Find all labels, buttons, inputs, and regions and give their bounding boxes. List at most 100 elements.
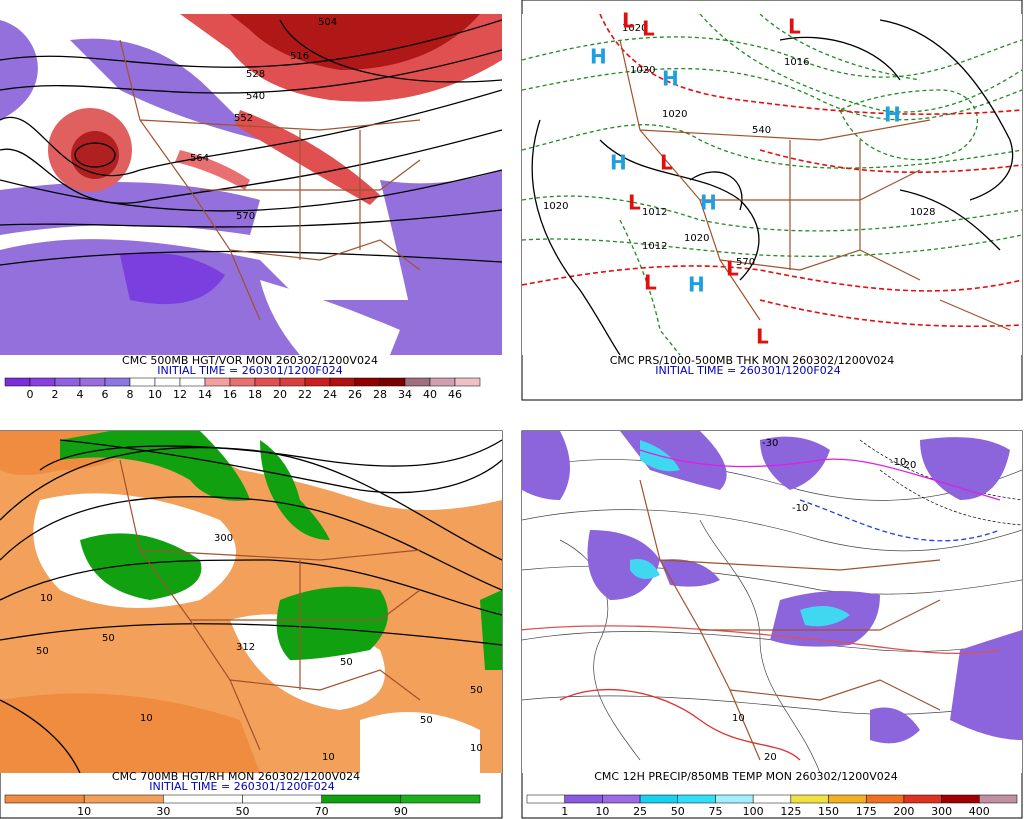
colorbar-label: 4 [77, 388, 84, 401]
contour-label: 312 [236, 642, 255, 653]
contour-label: 50 [420, 715, 433, 726]
contour-label: 504 [318, 17, 337, 28]
colorbar-swatch [179, 377, 206, 387]
colorbar-swatch [79, 377, 106, 387]
colorbar-label: 75 [708, 805, 722, 818]
contour-label: 540 [752, 125, 771, 136]
colorbar-swatch [83, 794, 164, 804]
high-center: H [590, 45, 607, 69]
colorbar-swatch [4, 794, 85, 804]
contour-label: 1020 [662, 109, 687, 120]
colorbar-swatch [677, 794, 716, 804]
colorbar-label: 6 [102, 388, 109, 401]
initial-time: INITIAL TIME = 260301/1200F024 [149, 780, 334, 793]
low-center: L [622, 9, 635, 33]
contour-label: 1012 [642, 207, 667, 218]
colorbar-label: 175 [856, 805, 877, 818]
colorbar-label: 200 [893, 805, 914, 818]
high-center: H [688, 273, 705, 297]
colorbar-swatch [602, 794, 641, 804]
contour-label: 1020 [684, 233, 709, 244]
colorbar-label: 10 [148, 388, 162, 401]
colorbar: 1 10 25 50 75 100 125 150 175 200 300 400 [526, 794, 1018, 818]
contour-label: 552 [234, 113, 253, 124]
colorbar-swatch [865, 794, 905, 804]
contour-label: 1012 [642, 241, 667, 252]
colorbar-label: 12 [173, 388, 187, 401]
contour-label: 10 [40, 593, 53, 604]
contour-label: 528 [246, 69, 265, 80]
contour-label: 10 [140, 713, 153, 724]
high-center: H [610, 151, 627, 175]
contour-label: 20 [764, 752, 777, 763]
low-center: L [644, 271, 657, 295]
colorbar-swatch [154, 377, 181, 387]
colorbar-label: 10 [77, 805, 91, 818]
contour-label: 1020 [622, 23, 647, 34]
contour-label: 50 [36, 646, 49, 657]
colorbar-swatch [404, 377, 431, 387]
colorbar-swatch [828, 794, 867, 804]
colorbar-label: 25 [633, 805, 647, 818]
colorbar-swatch [354, 377, 381, 387]
map-700mb [0, 431, 502, 773]
colorbar-label: 8 [127, 388, 134, 401]
contour-label: 516 [290, 51, 309, 62]
colorbar-swatch [526, 794, 565, 804]
colorbar-swatch [321, 794, 402, 804]
contour-label: 10 [470, 743, 483, 754]
colorbar-swatch [329, 377, 356, 387]
contour-label: 570 [236, 211, 255, 222]
colorbar-label: 22 [298, 388, 312, 401]
contour-label: 1028 [910, 207, 935, 218]
colorbar-label: 30 [156, 805, 170, 818]
colorbar-label: 125 [780, 805, 801, 818]
colorbar: 10 30 50 70 90 [4, 794, 481, 818]
initial-time: INITIAL TIME = 260301/1200F024 [157, 364, 342, 377]
colorbar-label: 90 [394, 805, 408, 818]
colorbar-swatch [254, 377, 281, 387]
contour-label: -30 [762, 438, 778, 449]
colorbar-label: 70 [315, 805, 329, 818]
low-center: L [628, 191, 641, 215]
colorbar-swatch [104, 377, 131, 387]
initial-time: INITIAL TIME = 260301/1200F024 [655, 364, 840, 377]
contour-label: 50 [340, 657, 353, 668]
colorbar-label: 20 [273, 388, 287, 401]
colorbar-label: 50 [236, 805, 250, 818]
panel-title: CMC 700MB HGT/RH MON 260302/1200V024 [112, 770, 360, 783]
panel-title: CMC PRS/1000-500MB THK MON 260302/1200V0… [610, 354, 895, 367]
colorbar-label: 14 [198, 388, 212, 401]
colorbar-label: 40 [423, 388, 437, 401]
colorbar-swatch [229, 377, 256, 387]
contour-label: -20 [900, 460, 916, 471]
colorbar-swatch [379, 377, 406, 387]
low-center: L [642, 17, 655, 41]
contour-label: 540 [246, 91, 265, 102]
colorbar-swatch [129, 377, 156, 387]
contour-label: 300 [214, 533, 233, 544]
colorbar-swatch [979, 794, 1018, 804]
colorbar-swatch [941, 794, 980, 804]
colorbar-label: 400 [969, 805, 990, 818]
colorbar-swatch [790, 794, 829, 804]
contour-label: 570 [736, 257, 755, 268]
high-center: H [884, 103, 901, 127]
contour-label: 1016 [784, 57, 809, 68]
colorbar-swatch [400, 794, 481, 804]
colorbar-label: 18 [248, 388, 262, 401]
contour-label: 1020 [630, 65, 655, 76]
map-500mb [0, 14, 502, 355]
colorbar-swatch [454, 377, 481, 387]
colorbar-label: 50 [671, 805, 685, 818]
colorbar-swatch [304, 377, 331, 387]
contour-label: 1020 [543, 201, 568, 212]
contour-label: 10 [732, 713, 745, 724]
colorbar-swatch [54, 377, 81, 387]
colorbar-label: 100 [743, 805, 764, 818]
colorbar-swatch [29, 377, 56, 387]
panel-title: CMC 500MB HGT/VOR MON 260302/1200V024 [122, 354, 378, 367]
colorbar-swatch [279, 377, 306, 387]
colorbar-label: 10 [595, 805, 609, 818]
